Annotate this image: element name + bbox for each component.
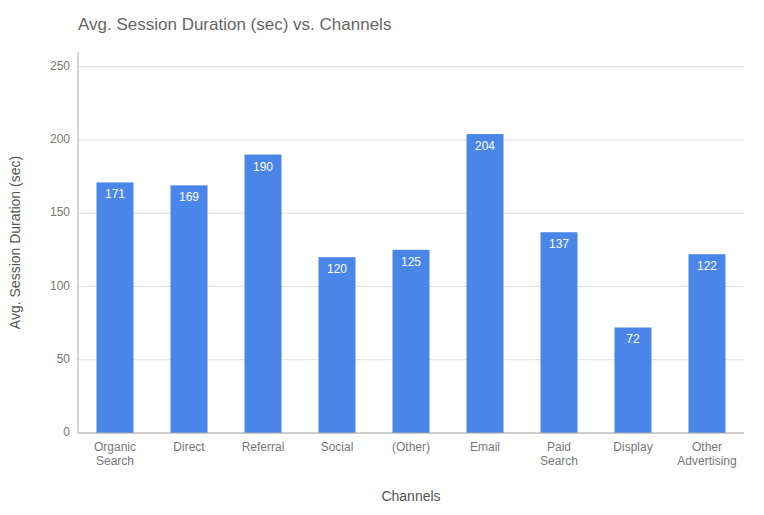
x-axis-label: Channels bbox=[381, 488, 440, 504]
y-axis-label: Avg. Session Duration (sec) bbox=[7, 156, 23, 329]
y-axis-line bbox=[78, 52, 79, 433]
y-tick-label: 100 bbox=[50, 279, 70, 293]
x-tick-label: Direct bbox=[173, 440, 205, 454]
grid bbox=[78, 67, 744, 433]
x-axis-line bbox=[78, 433, 744, 434]
y-tick-label: 250 bbox=[50, 59, 70, 73]
bar bbox=[171, 185, 208, 433]
bars bbox=[97, 134, 726, 433]
bar bbox=[319, 257, 356, 433]
x-tick-label: Referral bbox=[242, 440, 285, 454]
data-label: 169 bbox=[179, 190, 199, 204]
x-tick-label: Email bbox=[470, 440, 500, 454]
data-label: 190 bbox=[253, 160, 273, 174]
bar bbox=[615, 327, 652, 433]
y-tick-label: 0 bbox=[63, 425, 70, 439]
data-label: 137 bbox=[549, 237, 569, 251]
bar bbox=[97, 182, 134, 433]
bar bbox=[393, 250, 430, 433]
x-tick-label: PaidSearch bbox=[540, 440, 578, 468]
x-tick-label: (Other) bbox=[392, 440, 430, 454]
data-label: 122 bbox=[697, 259, 717, 273]
y-tick-label: 200 bbox=[50, 132, 70, 146]
bar bbox=[541, 232, 578, 433]
x-tick-label: OtherAdvertising bbox=[677, 440, 736, 468]
y-ticks: 0 50 100 150 200 250 bbox=[50, 59, 70, 439]
x-ticks: OrganicSearch Direct Referral Social (Other)… bbox=[94, 440, 737, 468]
data-label: 204 bbox=[475, 139, 495, 153]
data-label: 72 bbox=[626, 332, 640, 346]
bar bbox=[467, 134, 504, 433]
x-tick-label: OrganicSearch bbox=[94, 440, 136, 468]
title: Avg. Session Duration (sec) vs. Channels bbox=[78, 15, 391, 34]
chart: 0 50 100 150 200 250 171 169 190 120 125 204 137 72 12… bbox=[0, 0, 764, 515]
data-label: 120 bbox=[327, 262, 347, 276]
grid-line bbox=[78, 66, 744, 67]
x-tick-label: Social bbox=[321, 440, 354, 454]
bar bbox=[689, 254, 726, 433]
x-tick-label: Display bbox=[613, 440, 652, 454]
grid-line bbox=[78, 433, 744, 434]
bar bbox=[245, 155, 282, 433]
y-tick-label: 50 bbox=[57, 352, 71, 366]
data-label: 125 bbox=[401, 255, 421, 269]
data-labels: 171 169 190 120 125 204 137 72 122 bbox=[105, 139, 717, 346]
y-tick-label: 150 bbox=[50, 205, 70, 219]
grid-line bbox=[78, 139, 744, 140]
data-label: 171 bbox=[105, 187, 125, 201]
